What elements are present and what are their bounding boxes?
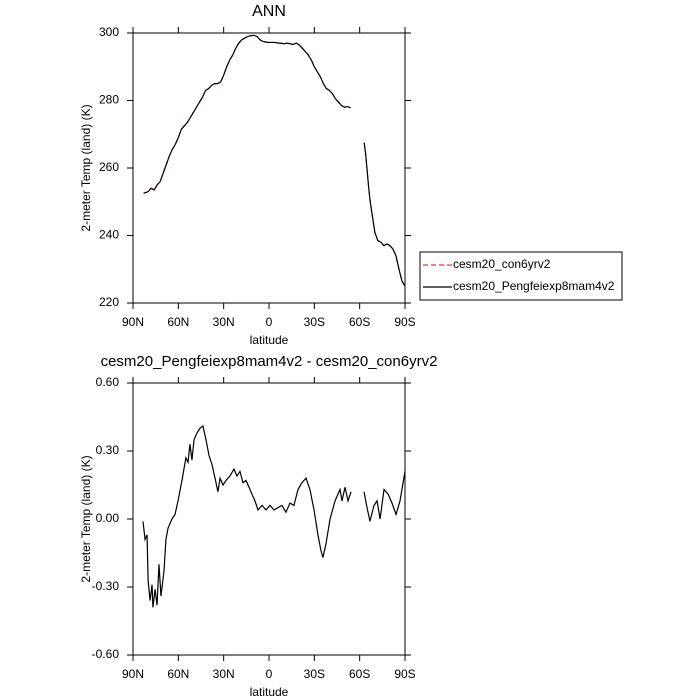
plot-frame <box>132 382 406 656</box>
y-tick-label: 260 <box>99 160 119 174</box>
data-line <box>143 34 406 287</box>
x-tick-label: 30S <box>304 667 325 681</box>
x-tick-label: 90N <box>122 315 144 329</box>
chart-title: ANN <box>252 3 286 20</box>
y-tick-label: 0.60 <box>96 375 120 389</box>
x-tick-label: 30S <box>304 315 325 329</box>
x-tick-label: 60S <box>349 667 370 681</box>
y-tick-label: 220 <box>99 295 119 309</box>
x-tick-label: 90S <box>394 667 415 681</box>
x-tick-label: 0 <box>266 315 273 329</box>
x-tick-label: 90N <box>122 667 144 681</box>
chart-title: cesm20_Pengfeiexp8mam4v2 - cesm20_con6yr… <box>101 353 438 370</box>
y-axis-label: 2-meter Temp (land) (K) <box>79 455 93 582</box>
legend-label: cesm20_Pengfeiexp8mam4v2 <box>453 279 615 293</box>
x-tick-label: 60N <box>167 667 189 681</box>
plot-frame <box>132 32 406 304</box>
x-tick-label: 0 <box>266 667 273 681</box>
y-tick-label: 280 <box>99 93 119 107</box>
y-axis-label: 2-meter Temp (land) (K) <box>79 104 93 231</box>
y-tick-label: 0.30 <box>96 443 120 457</box>
x-tick-label: 60S <box>349 315 370 329</box>
data-line <box>142 425 406 608</box>
x-tick-label: 30N <box>213 315 235 329</box>
x-tick-label: 60N <box>167 315 189 329</box>
legend-box <box>419 251 623 301</box>
y-tick-label: 240 <box>99 228 119 242</box>
legend-label: cesm20_con6yrv2 <box>453 257 551 271</box>
x-axis-label: latitude <box>250 685 289 699</box>
x-tick-label: 30N <box>213 667 235 681</box>
y-tick-label: 300 <box>99 25 119 39</box>
y-tick-label: -0.30 <box>92 579 120 593</box>
y-tick-label: -0.60 <box>92 647 120 661</box>
y-tick-label: 0.00 <box>96 511 120 525</box>
x-tick-label: 90S <box>394 315 415 329</box>
x-axis-label: latitude <box>250 333 289 347</box>
